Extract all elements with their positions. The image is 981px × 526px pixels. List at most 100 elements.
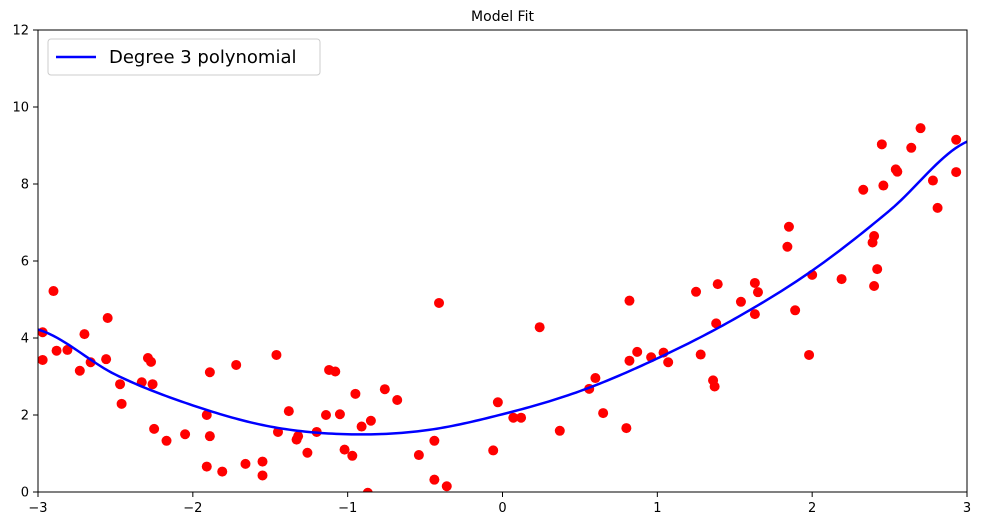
data-point (271, 349, 282, 360)
data-point (876, 139, 887, 150)
data-point (161, 435, 172, 446)
y-tick-label: 4 (21, 332, 29, 347)
data-point (347, 450, 358, 461)
data-point (534, 322, 545, 333)
data-point (334, 409, 345, 420)
data-point (434, 297, 445, 308)
x-axis: −3 −2 −1 0 1 2 3 (28, 492, 971, 516)
data-point (231, 359, 242, 370)
data-point (624, 355, 635, 366)
data-point (663, 357, 674, 368)
polynomial-curve-layer (38, 140, 967, 436)
data-point (441, 481, 452, 492)
x-tick-label: −2 (183, 501, 202, 516)
data-point (869, 281, 880, 292)
y-tick-label: 8 (21, 178, 29, 193)
data-point (38, 354, 48, 365)
data-point (621, 423, 632, 434)
data-point (101, 354, 112, 365)
data-point (257, 456, 268, 467)
x-tick-label: −3 (28, 501, 47, 516)
data-point (508, 412, 519, 423)
data-point (735, 296, 746, 307)
legend-label: Degree 3 polynomial (109, 47, 297, 68)
data-point (320, 410, 331, 420)
data-point (869, 230, 880, 241)
data-point (488, 445, 499, 456)
data-point (951, 167, 962, 178)
data-point (146, 356, 157, 367)
y-tick-label: 12 (12, 24, 29, 39)
data-point (413, 450, 424, 461)
data-point (116, 398, 127, 409)
scatter-points (38, 123, 962, 492)
y-axis: 0 2 4 6 8 10 12 (12, 24, 38, 501)
data-point (302, 447, 313, 458)
data-point (752, 287, 763, 298)
data-point (102, 312, 113, 323)
data-point (149, 423, 160, 434)
data-point (365, 415, 376, 426)
data-point (709, 381, 720, 392)
data-point (62, 344, 73, 355)
data-point (516, 412, 527, 423)
data-point (350, 388, 361, 399)
data-point (915, 123, 926, 134)
data-point (429, 435, 440, 446)
data-point (283, 406, 294, 417)
x-tick-label: 3 (963, 501, 971, 516)
x-tick-label: 0 (498, 501, 506, 516)
data-point (147, 379, 158, 390)
data-point (392, 394, 403, 405)
data-point (339, 444, 350, 455)
data-point (362, 487, 373, 492)
data-point (906, 142, 917, 153)
data-point (201, 461, 212, 472)
data-point (927, 175, 938, 186)
data-point (429, 474, 440, 485)
y-tick-label: 2 (21, 409, 29, 424)
data-point (711, 318, 722, 329)
data-point (749, 309, 760, 320)
data-point (330, 366, 341, 377)
data-point (804, 349, 815, 360)
data-point (257, 470, 268, 481)
data-point (204, 367, 215, 378)
y-tick-label: 6 (21, 255, 29, 270)
data-point (872, 264, 883, 275)
data-point (115, 379, 126, 390)
data-point (695, 349, 706, 360)
data-point (204, 431, 215, 442)
data-point (783, 221, 794, 232)
data-point (356, 421, 367, 432)
data-point (217, 466, 228, 477)
data-point (712, 279, 723, 290)
data-point (201, 410, 212, 420)
legend-box (47, 38, 321, 76)
data-point (632, 346, 643, 357)
y-tick-label: 0 (21, 486, 29, 501)
data-point (878, 180, 889, 191)
data-point (932, 202, 943, 213)
data-point (598, 408, 609, 419)
data-point (951, 134, 962, 145)
data-point (892, 166, 903, 177)
legend: Degree 3 polynomial (47, 38, 321, 76)
degree-3-polynomial-line (38, 140, 967, 436)
data-point (858, 184, 869, 195)
x-tick-label: −1 (338, 501, 357, 516)
data-point (293, 431, 304, 442)
data-point (180, 429, 191, 440)
data-point (85, 357, 96, 368)
y-tick-label: 10 (12, 101, 29, 116)
data-point (590, 373, 601, 384)
chart-title: Model Fit (471, 9, 534, 25)
data-point (691, 286, 702, 297)
data-point (240, 458, 251, 469)
data-point (74, 365, 85, 376)
data-point (749, 277, 760, 288)
data-point (782, 241, 793, 252)
data-point (624, 295, 635, 306)
x-tick-label: 2 (808, 501, 816, 516)
